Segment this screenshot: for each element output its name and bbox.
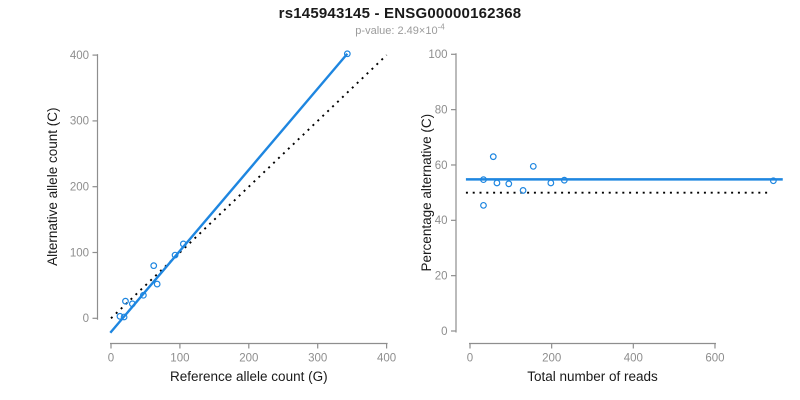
pvalue-text: p-value: 2.49×10 [355, 25, 438, 37]
y-tick-label: 100 [428, 49, 447, 61]
data-point [769, 177, 777, 185]
y-tick-label: 60 [435, 160, 448, 172]
identity-line [110, 54, 388, 319]
data-point [343, 50, 351, 58]
data-point [150, 262, 158, 270]
y-tick-label: 0 [441, 326, 447, 338]
data-point [120, 313, 128, 321]
y-tick-label: 300 [70, 116, 89, 128]
data-point [122, 297, 129, 305]
y-axis-title: Alternative allele count (C) [45, 108, 60, 266]
data-point [179, 240, 187, 248]
data-point [171, 251, 179, 259]
x-tick-label: 200 [239, 353, 258, 365]
data-point [480, 201, 487, 209]
x-tick-label: 600 [705, 353, 724, 365]
y-tick-label: 40 [435, 215, 448, 227]
y-tick-label: 80 [435, 104, 448, 116]
x-tick-label: 200 [542, 353, 561, 365]
x-tick-label: 0 [108, 353, 114, 365]
data-point [116, 312, 124, 320]
data-point [547, 179, 555, 187]
y-tick-label: 200 [70, 182, 89, 194]
x-tick-label: 100 [170, 353, 189, 365]
y-tick-label: 20 [435, 270, 448, 282]
y-tick-label: 0 [83, 313, 89, 325]
figure-title: rs145943145 - ENSG00000162368 [278, 5, 522, 22]
data-point [480, 176, 487, 184]
data-point [560, 176, 568, 184]
figure-subtitle: p-value: 2.49×10-4 [0, 22, 800, 37]
data-point [529, 162, 537, 170]
x-tick-label: 0 [467, 353, 473, 365]
data-point [153, 280, 161, 288]
y-axis-title: Percentage alternative (C) [419, 114, 434, 272]
pvalue-exponent: -4 [437, 22, 445, 32]
fit-line [109, 53, 349, 334]
data-point [128, 300, 136, 308]
x-tick-label: 300 [308, 353, 327, 365]
y-tick-label: 400 [70, 50, 89, 62]
data-point [139, 291, 147, 299]
x-tick-label: 400 [624, 353, 643, 365]
data-point [505, 180, 513, 188]
x-axis-title: Total number of reads [527, 369, 658, 384]
x-tick-label: 400 [377, 353, 396, 365]
data-point [519, 187, 527, 194]
data-point [493, 179, 501, 187]
x-axis-title: Reference allele count (G) [170, 369, 328, 384]
y-tick-label: 100 [70, 247, 89, 259]
data-point [489, 153, 497, 161]
